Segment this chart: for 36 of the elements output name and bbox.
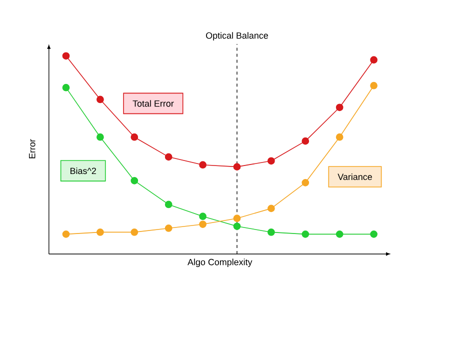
point bbox=[130, 133, 138, 141]
point bbox=[164, 153, 172, 161]
point bbox=[268, 157, 275, 165]
point bbox=[62, 84, 70, 92]
text: Optical Balance bbox=[206, 32, 268, 40]
point bbox=[199, 161, 206, 169]
point bbox=[302, 178, 310, 186]
point bbox=[62, 52, 70, 60]
point bbox=[62, 230, 70, 238]
point bbox=[302, 137, 310, 145]
text: Total Error bbox=[132, 100, 174, 107]
point bbox=[164, 224, 172, 232]
x-axis-title: Algo Complexity bbox=[188, 258, 252, 268]
point bbox=[199, 212, 206, 220]
point bbox=[130, 228, 138, 236]
point bbox=[336, 230, 344, 238]
point bbox=[199, 220, 206, 228]
y-axis-title: Error bbox=[29, 139, 36, 158]
text: Variance bbox=[338, 173, 372, 180]
point bbox=[233, 214, 241, 222]
point bbox=[302, 230, 310, 238]
point bbox=[268, 204, 275, 212]
point bbox=[96, 228, 104, 236]
point bbox=[96, 96, 104, 104]
point bbox=[96, 133, 104, 141]
point bbox=[130, 177, 138, 184]
point bbox=[370, 56, 378, 64]
point bbox=[370, 82, 378, 90]
point bbox=[336, 104, 344, 112]
point bbox=[268, 228, 275, 236]
point bbox=[233, 222, 241, 230]
point bbox=[370, 230, 378, 238]
text: Bias^2 bbox=[70, 167, 96, 174]
point bbox=[233, 163, 241, 171]
point bbox=[336, 133, 344, 141]
point bbox=[164, 200, 172, 208]
